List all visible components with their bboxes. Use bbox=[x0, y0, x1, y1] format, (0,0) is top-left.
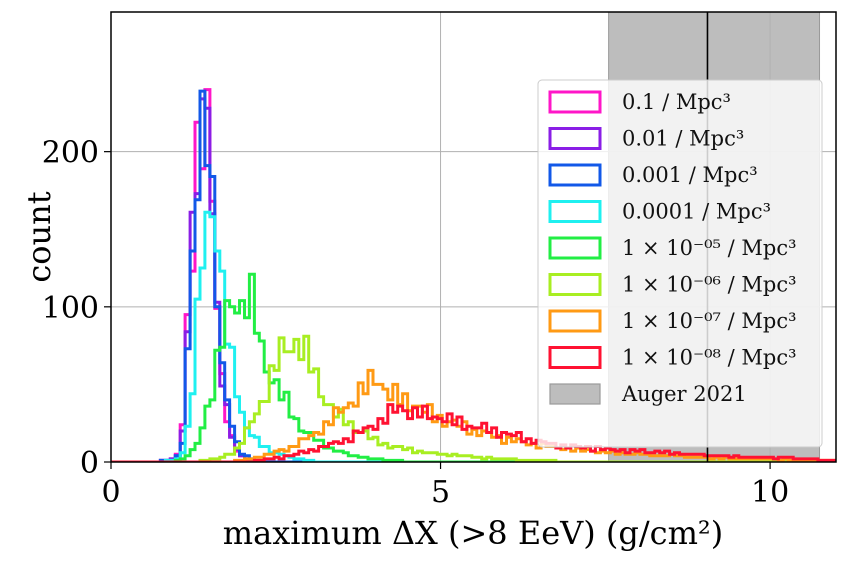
legend-swatch-8 bbox=[549, 383, 601, 405]
x-tick-label-2: 10 bbox=[751, 475, 789, 510]
legend-swatch-5 bbox=[548, 273, 602, 296]
plot-frame bbox=[110, 11, 837, 463]
x-axis-label: maximum ΔX (>8 EeV) (g/cm²) bbox=[223, 514, 723, 552]
y-tick-label-1: 100 bbox=[42, 291, 99, 326]
legend-swatch-3 bbox=[548, 200, 602, 223]
legend-swatch-4 bbox=[548, 236, 602, 260]
series-step-line-6 bbox=[111, 368, 836, 462]
y-tick-label-2: 200 bbox=[42, 136, 99, 171]
legend-swatch-0 bbox=[548, 90, 602, 114]
histogram-series bbox=[111, 88, 836, 462]
legend-label-4: 1 × 10⁻⁰⁵ / Mpc³ bbox=[622, 236, 797, 260]
legend-label-6: 1 × 10⁻⁰⁷ / Mpc³ bbox=[622, 309, 797, 333]
series-step-line-4 bbox=[111, 272, 836, 462]
series-step-line-2 bbox=[111, 89, 836, 462]
legend-label-0: 0.1 / Mpc³ bbox=[622, 90, 731, 114]
legend-swatch-2 bbox=[548, 163, 602, 187]
series-step-line-7 bbox=[111, 403, 836, 462]
legend-label-1: 0.01 / Mpc³ bbox=[622, 127, 744, 151]
legend-label-8: Auger 2021 bbox=[621, 382, 747, 406]
y-tick-label-0: 0 bbox=[80, 446, 99, 481]
legend-swatch-1 bbox=[548, 127, 602, 150]
series-step-line-5 bbox=[111, 334, 836, 462]
legend-label-3: 0.0001 / Mpc³ bbox=[622, 200, 771, 224]
legend-swatch-7 bbox=[548, 346, 602, 369]
series-step-line-3 bbox=[111, 210, 836, 462]
legend-label-5: 1 × 10⁻⁰⁶ / Mpc³ bbox=[622, 273, 797, 297]
legend-swatch-6 bbox=[548, 309, 602, 333]
legend-label-2: 0.001 / Mpc³ bbox=[622, 163, 758, 187]
x-tick-label-0: 0 bbox=[101, 475, 120, 510]
legend: 0.1 / Mpc³ 0.01 / Mpc³ 0.001 / Mpc³ 0.0001 … bbox=[537, 79, 823, 448]
legend-frame bbox=[537, 79, 823, 448]
x-tick-label-1: 5 bbox=[431, 475, 450, 510]
y-axis-label: count bbox=[20, 191, 58, 282]
legend-label-7: 1 × 10⁻⁰⁸ / Mpc³ bbox=[622, 346, 797, 370]
